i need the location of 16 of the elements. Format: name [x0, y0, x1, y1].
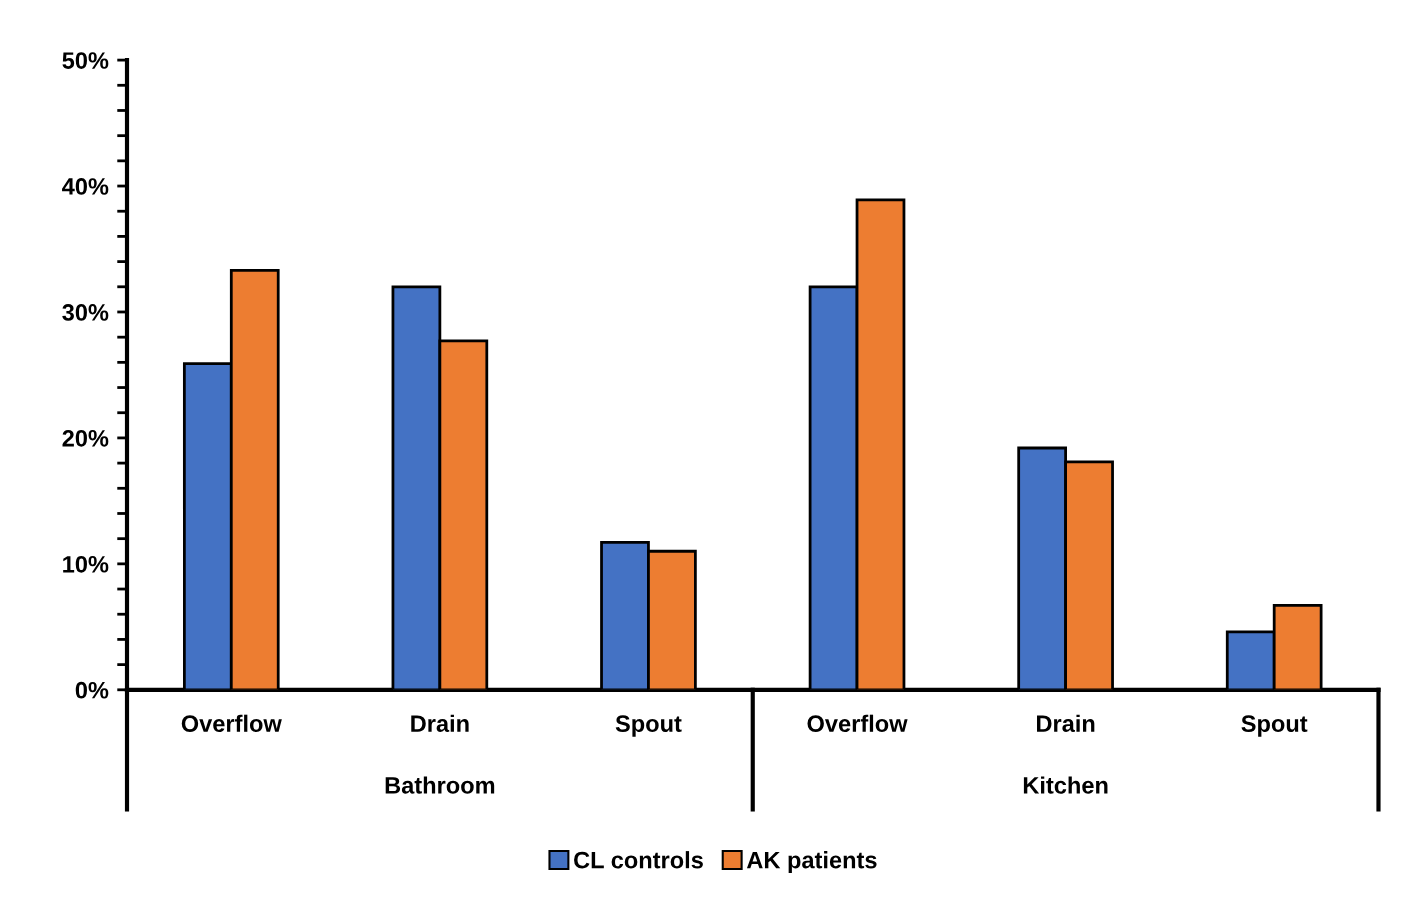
y-tick-label: 50% [62, 52, 109, 69]
legend-label: CL controls [574, 851, 703, 869]
x-tick-label: Drain [411, 714, 469, 733]
text: Bathroom [385, 776, 495, 794]
y-tick-label: 0% [75, 681, 109, 699]
text: Kitchen [1023, 776, 1108, 794]
x-tick-label: Spout [615, 715, 682, 737]
y-tick-label: 40% [62, 178, 109, 195]
x-tick-label: Overflow [807, 714, 908, 733]
x-tick-label: Drain [1037, 714, 1095, 733]
y-tick-label: 10% [63, 555, 109, 573]
x-tick-label: Spout [1241, 715, 1308, 737]
legend-label: AK patients [746, 851, 877, 874]
x-tick-label: Overflow [181, 714, 282, 733]
y-tick-label: 20% [62, 429, 109, 447]
y-tick-label: 30% [62, 304, 109, 321]
